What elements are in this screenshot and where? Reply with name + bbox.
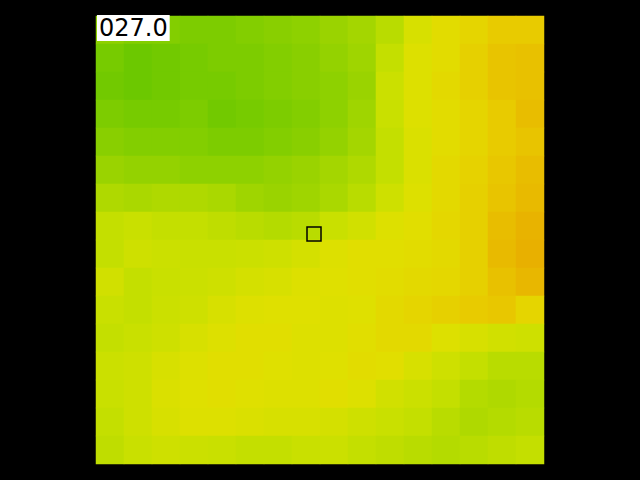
svg-text:027.0: 027.0 [99,14,168,42]
